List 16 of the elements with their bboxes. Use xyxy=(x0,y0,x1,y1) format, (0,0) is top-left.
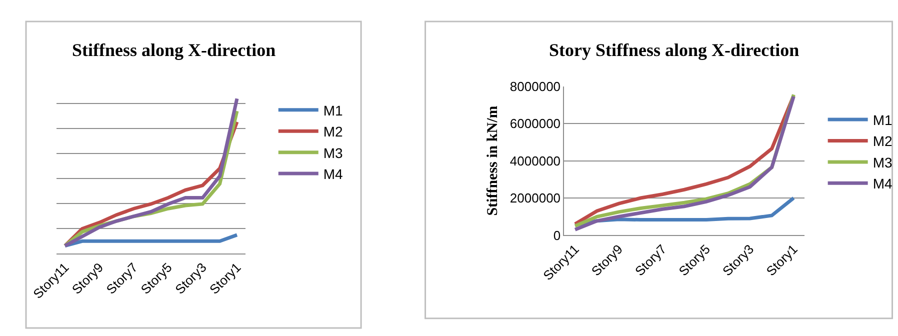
chart-title: Stiffness along X-direction xyxy=(72,40,276,60)
y-axis-title: Stiffness in kN/m xyxy=(485,105,502,216)
legend-label: M1 xyxy=(872,112,892,128)
y-tick-label: 0 xyxy=(553,228,561,243)
y-tick-label: 8000000 xyxy=(510,78,561,94)
legend-label: M3 xyxy=(872,154,892,170)
legend-label: M3 xyxy=(323,144,344,161)
legend-label: M4 xyxy=(323,166,344,182)
legend-label: M2 xyxy=(323,124,344,140)
chart-title: Story Stiffness along X-direction xyxy=(549,40,800,60)
y-tick-label: 4000000 xyxy=(510,153,561,168)
y-tick-label: 6000000 xyxy=(510,116,561,132)
legend-label: M2 xyxy=(872,133,892,150)
legend-label: M1 xyxy=(323,102,344,118)
legend-label: M4 xyxy=(872,176,892,192)
y-tick-label: 2000000 xyxy=(510,190,561,206)
